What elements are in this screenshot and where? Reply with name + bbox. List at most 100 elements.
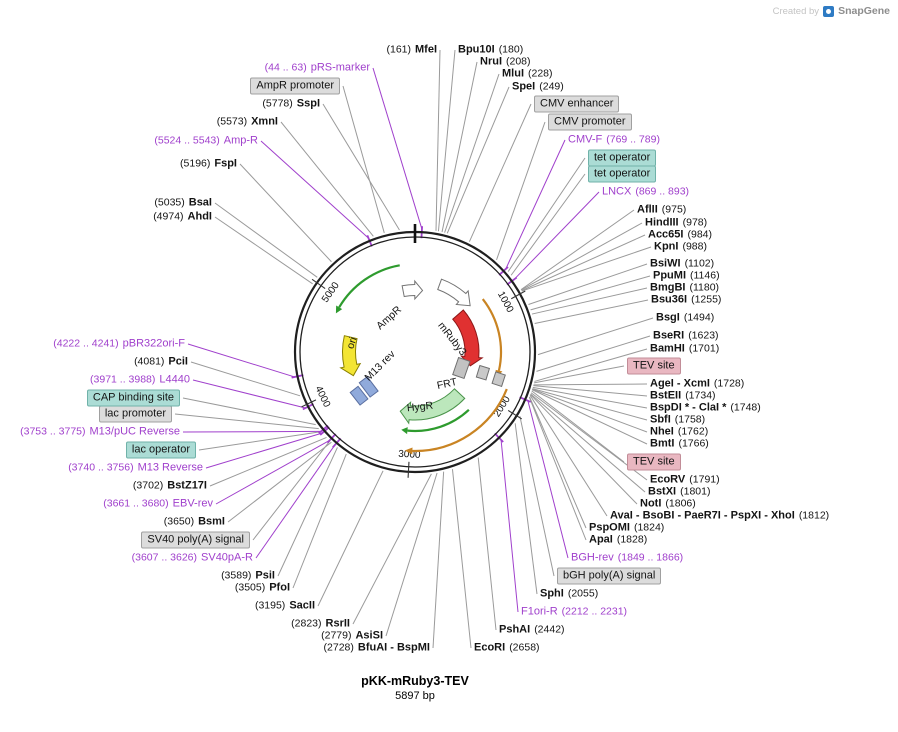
- feature-label-bgh-poly-a-signal-1990[interactable]: bGH poly(A) signal: [557, 567, 662, 585]
- enzyme-label-psii-3589[interactable]: (3589) PsiI: [221, 570, 275, 583]
- hygr-transcript-arc[interactable]: [412, 388, 508, 453]
- enzyme-label-bspdi-clai-1748[interactable]: BspDI * - ClaI * (1748): [650, 402, 761, 415]
- tag-box-2[interactable]: [491, 371, 506, 388]
- enzyme-label-agei-xcmi-1728[interactable]: AgeI - XcmI (1728): [650, 378, 744, 391]
- enzyme-label-bstz17i-3702[interactable]: (3702) BstZ17I: [133, 480, 207, 493]
- enzyme-label-ppumi-1146[interactable]: PpuMI (1146): [653, 270, 720, 283]
- feature-label-ampr-promoter-5660[interactable]: AmpR promoter: [250, 77, 340, 95]
- primer-label-m13-puc-reverse-3764[interactable]: (3753 .. 3775) M13/pUC Reverse: [20, 426, 180, 439]
- mruby3-transcript-arc[interactable]: [481, 298, 503, 371]
- enzyme-label-bstxi-1801[interactable]: BstXI (1801): [648, 486, 710, 499]
- primer-label-m13-reverse-3748[interactable]: (3740 .. 3756) M13 Reverse: [68, 462, 203, 475]
- enzyme-label-xmni-5573[interactable]: (5573) XmnI: [217, 116, 278, 129]
- callout-line-noti: [530, 394, 638, 505]
- enzyme-label-pcii-4081[interactable]: (4081) PciI: [134, 356, 188, 369]
- enzyme-label-nrui-208[interactable]: NruI (208): [480, 56, 531, 69]
- hygr-label[interactable]: HygR: [406, 400, 434, 415]
- enzyme-label-pspomi-1824[interactable]: PspOMI (1824): [589, 522, 664, 535]
- cmv-region-arrow[interactable]: [437, 278, 471, 307]
- enzyme-label-pfoi-3505[interactable]: (3505) PfoI: [235, 582, 290, 595]
- primer-label-lncx-881[interactable]: LNCX (869 .. 893): [602, 186, 689, 199]
- label-coords: (3753 .. 3775): [20, 425, 86, 438]
- enzyme-label-sspi-5778[interactable]: (5778) SspI: [262, 98, 320, 111]
- callout-line-cmv-promoter: [496, 121, 546, 261]
- frt-label[interactable]: FRT: [436, 376, 459, 392]
- enzyme-label-bsiwi-1102[interactable]: BsiWI (1102): [650, 258, 714, 271]
- enzyme-label-bsmi-3650[interactable]: (3650) BsmI: [164, 516, 225, 529]
- enzyme-label-aflii-975[interactable]: AflII (975): [637, 204, 686, 217]
- tag-box-1[interactable]: [475, 364, 491, 381]
- callout-line-sv40-poly-a-signal: [252, 440, 331, 541]
- enzyme-label-bsgi-1494[interactable]: BsgI (1494): [656, 312, 714, 325]
- feature-label-tet-operator-806[interactable]: tet operator: [588, 149, 657, 167]
- callout-line-bgh-poly-a-signal: [519, 416, 555, 577]
- ampr-cds-arrow[interactable]: [338, 264, 400, 308]
- label-name: CAP binding site: [92, 391, 174, 404]
- feature-label-lac-operator-3762[interactable]: lac operator: [125, 441, 196, 459]
- enzyme-label-hindiii-978[interactable]: HindIII (978): [645, 217, 707, 230]
- callout-line-bpu10i: [437, 49, 456, 232]
- ori-label[interactable]: ori: [344, 336, 359, 351]
- top-region-arrow[interactable]: [401, 279, 424, 301]
- mruby3-arrow[interactable]: [452, 309, 484, 367]
- hygr-cds-arrow[interactable]: [407, 408, 470, 433]
- feature-label-cmv-promoter-680[interactable]: CMV promoter: [548, 113, 632, 131]
- primer-label-bgh-rev-1857[interactable]: BGH-rev (1849 .. 1866): [571, 552, 683, 565]
- lac-region-box-1[interactable]: [358, 376, 379, 398]
- enzyme-label-fspi-5196[interactable]: (5196) FspI: [180, 158, 237, 171]
- primer-label-sv40pa-r-3616[interactable]: (3607 .. 3626) SV40pA-R: [132, 552, 253, 565]
- enzyme-label-sphi-2055[interactable]: SphI (2055): [540, 588, 598, 601]
- enzyme-label-apai-1828[interactable]: ApaI (1828): [589, 534, 647, 547]
- enzyme-label-pshai-2442[interactable]: PshAI (2442): [499, 624, 565, 637]
- primer-label-ebv-rev-3670[interactable]: (3661 .. 3680) EBV-rev: [103, 498, 213, 511]
- hygr-arrow[interactable]: [399, 388, 466, 425]
- enzyme-label-rsrii-2823[interactable]: (2823) RsrII: [291, 618, 350, 631]
- enzyme-label-bamhi-1701[interactable]: BamHI (1701): [650, 343, 719, 356]
- primer-label-prs-marker-53[interactable]: (44 .. 63) pRS-marker: [265, 62, 370, 75]
- enzyme-label-avai-bsobi-paer7i-pspxi-xhoi-1812[interactable]: AvaI - BsoBI - PaeR7I - PspXI - XhoI (181…: [610, 510, 829, 523]
- callout-line-sacii: [317, 470, 384, 607]
- primer-label-pbr322ori-f-4231[interactable]: (4222 .. 4241) pBR322ori-F: [53, 338, 185, 351]
- enzyme-label-noti-1806[interactable]: NotI (1806): [640, 498, 696, 511]
- label-name: PshAI: [499, 623, 531, 636]
- enzyme-label-bsai-5035[interactable]: (5035) BsaI: [154, 197, 212, 210]
- feature-label-sv40-poly-a-signal-3665[interactable]: SV40 poly(A) signal: [141, 531, 250, 549]
- enzyme-label-bsteii-1734[interactable]: BstEII (1734): [650, 390, 716, 403]
- enzyme-label-ahdi-4974[interactable]: (4974) AhdI: [153, 211, 212, 224]
- enzyme-label-ecori-2658[interactable]: EcoRI (2658): [474, 642, 540, 655]
- callout-line-nrui: [441, 61, 478, 233]
- label-name: BamHI: [650, 342, 685, 355]
- feature-label-cmv-enhancer-430[interactable]: CMV enhancer: [534, 95, 620, 113]
- enzyme-label-asisi-2779[interactable]: (2779) AsiSI: [321, 630, 383, 643]
- enzyme-label-bpu10i-180[interactable]: Bpu10I (180): [458, 44, 523, 57]
- label-name: PspOMI: [589, 521, 630, 534]
- enzyme-label-bsu36i-1255[interactable]: Bsu36I (1255): [651, 294, 721, 307]
- ori-arrow[interactable]: [339, 335, 362, 377]
- label-name: lac promoter: [104, 407, 166, 420]
- label-coords: (2055): [567, 587, 599, 600]
- enzyme-label-spei-249[interactable]: SpeI (249): [512, 81, 564, 94]
- enzyme-label-mfei-161[interactable]: (161) MfeI: [386, 44, 437, 57]
- lac-region-box-2[interactable]: [349, 385, 369, 406]
- enzyme-label-kpni-988[interactable]: KpnI (988): [654, 241, 707, 254]
- feature-label-cap-binding-site-3830[interactable]: CAP binding site: [86, 389, 180, 407]
- frt-site-box[interactable]: [452, 356, 471, 380]
- primer-label-f1ori-r-2221[interactable]: F1ori-R (2212 .. 2231): [521, 606, 627, 619]
- enzyme-label-acc65i-984[interactable]: Acc65I (984): [648, 229, 712, 242]
- feature-label-tev-site-1712[interactable]: TEV site: [627, 357, 681, 375]
- enzyme-label-sbfi-1758[interactable]: SbfI (1758): [650, 414, 705, 427]
- enzyme-label-ecorv-1791[interactable]: EcoRV (1791): [650, 474, 720, 487]
- primer-label-l4440-3979[interactable]: (3971 .. 3988) L4440: [90, 374, 190, 387]
- enzyme-label-bfuai-bspmi-2728[interactable]: (2728) BfuAI - BspMI: [324, 642, 430, 655]
- primer-label-cmv-f-779[interactable]: CMV-F (769 .. 789): [568, 134, 660, 147]
- enzyme-label-bmti-1766[interactable]: BmtI (1766): [650, 438, 709, 451]
- primer-label-amp-r-5533[interactable]: (5524 .. 5543) Amp-R: [154, 135, 258, 148]
- enzyme-label-mlui-228[interactable]: MluI (228): [502, 68, 553, 81]
- feature-label-tet-operator-842[interactable]: tet operator: [588, 165, 657, 183]
- feature-label-tev-site-1776[interactable]: TEV site: [627, 453, 681, 471]
- enzyme-label-bseri-1623[interactable]: BseRI (1623): [653, 330, 719, 343]
- enzyme-label-bmgbi-1180[interactable]: BmgBI (1180): [650, 282, 719, 295]
- feature-label-lac-promoter-3792[interactable]: lac promoter: [98, 405, 172, 423]
- enzyme-label-sacii-3195[interactable]: (3195) SacII: [255, 600, 315, 613]
- enzyme-label-nhei-1762[interactable]: NheI (1762): [650, 426, 708, 439]
